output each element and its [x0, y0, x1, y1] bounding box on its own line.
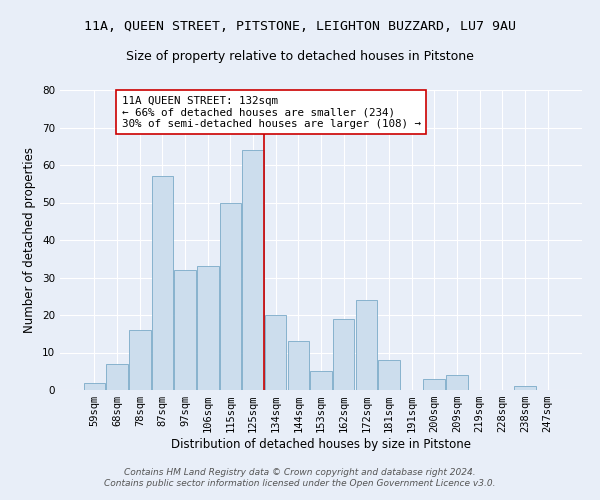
Bar — [514, 386, 536, 390]
Text: Contains HM Land Registry data © Crown copyright and database right 2024.
Contai: Contains HM Land Registry data © Crown c… — [104, 468, 496, 487]
Bar — [356, 300, 377, 390]
Bar — [310, 371, 332, 390]
Text: 11A QUEEN STREET: 132sqm
← 66% of detached houses are smaller (234)
30% of semi-: 11A QUEEN STREET: 132sqm ← 66% of detach… — [122, 96, 421, 129]
Bar — [287, 341, 309, 390]
Bar — [378, 360, 400, 390]
Bar — [129, 330, 151, 390]
Text: 11A, QUEEN STREET, PITSTONE, LEIGHTON BUZZARD, LU7 9AU: 11A, QUEEN STREET, PITSTONE, LEIGHTON BU… — [84, 20, 516, 33]
Bar — [220, 202, 241, 390]
X-axis label: Distribution of detached houses by size in Pitstone: Distribution of detached houses by size … — [171, 438, 471, 451]
Bar — [197, 266, 218, 390]
Bar — [242, 150, 264, 390]
Bar — [175, 270, 196, 390]
Bar — [424, 379, 445, 390]
Bar — [265, 315, 286, 390]
Text: Size of property relative to detached houses in Pitstone: Size of property relative to detached ho… — [126, 50, 474, 63]
Bar — [152, 176, 173, 390]
Bar — [106, 364, 128, 390]
Bar — [446, 375, 467, 390]
Bar — [333, 319, 355, 390]
Bar — [84, 382, 105, 390]
Y-axis label: Number of detached properties: Number of detached properties — [23, 147, 37, 333]
